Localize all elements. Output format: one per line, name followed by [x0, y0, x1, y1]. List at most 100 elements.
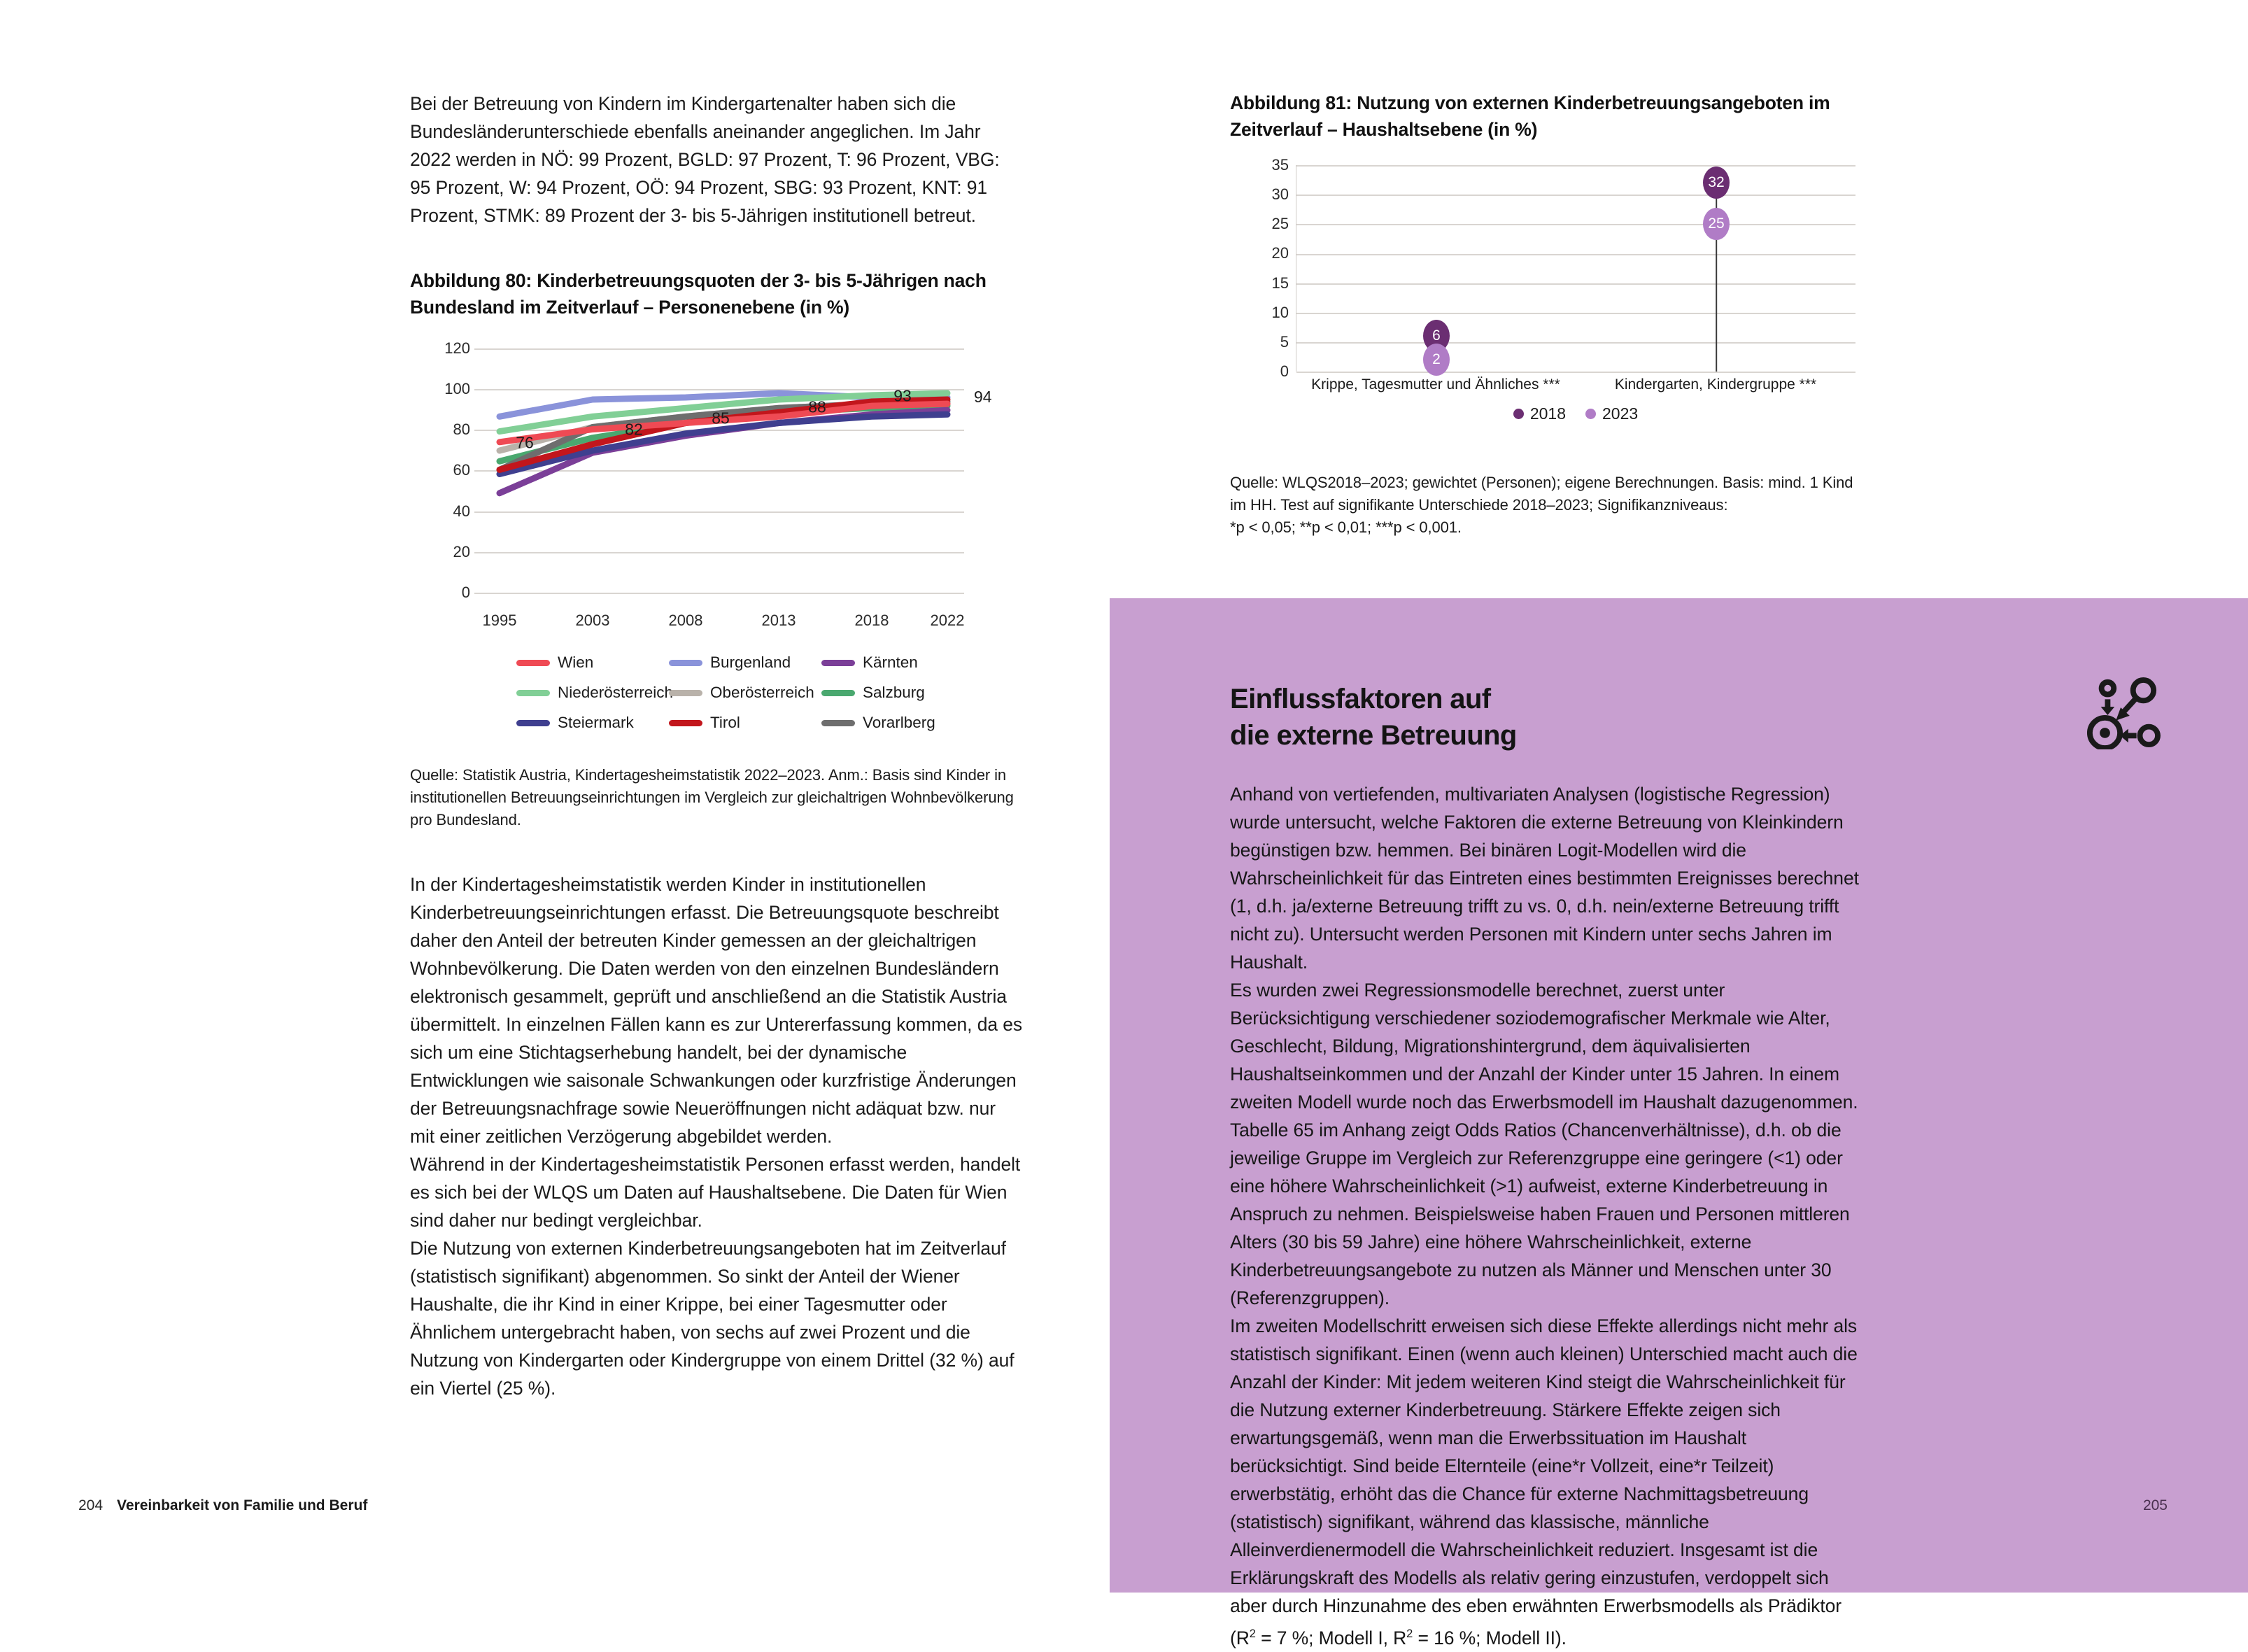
chart80-lines: [496, 390, 951, 497]
chart81-xtick: Kindergarten, Kindergruppe ***: [1614, 376, 1817, 393]
chart81-xtick: Krippe, Tagesmutter und Ähnliches ***: [1311, 376, 1560, 393]
chart80-xtick: 2018: [854, 612, 889, 629]
chart80-xtick: 2022: [930, 612, 965, 629]
legend-swatch-icon: [821, 689, 855, 696]
legend-label: Steiermark: [558, 714, 634, 731]
panel-body-p3-sup1: 2: [1249, 1628, 1256, 1640]
legend-swatch-icon: [669, 689, 702, 696]
legend-dot-icon: [1513, 409, 1524, 419]
panel-body-paragraph-1: Anhand von vertiefenden, multivariaten A…: [1230, 784, 1859, 973]
chart80-data-label: 88: [808, 397, 826, 416]
legend-label: Salzburg: [863, 684, 925, 701]
gridline: [1296, 195, 1855, 196]
legend-item-oberoesterreich[interactable]: Oberösterreich: [669, 684, 821, 702]
chart80-ytick: 60: [453, 461, 470, 479]
chart80-series-wien: [496, 400, 951, 446]
chart81-ytick: 0: [1280, 362, 1289, 380]
legend-item-tirol[interactable]: Tirol: [669, 714, 821, 732]
chart81-ytick: 30: [1271, 185, 1289, 203]
chart81-point-2023-kindergarten[interactable]: 25: [1703, 208, 1730, 240]
chart80-data-label: 76: [516, 433, 534, 452]
gridline: [474, 470, 964, 472]
legend-item-2023[interactable]: 2023: [1585, 404, 1638, 423]
chart80-ytick: 20: [453, 543, 470, 560]
footer-page-number: 204: [78, 1497, 104, 1513]
panel-body-p3-sup2: 2: [1406, 1628, 1413, 1640]
legend-item-kaernten[interactable]: Kärnten: [821, 654, 968, 672]
chart80-end-label: 94: [974, 388, 992, 406]
chart80-series-steiermark: [496, 411, 951, 477]
figure-81-source-line-3: *p < 0,05; **p < 0,01; ***p < 0,001.: [1230, 518, 1462, 536]
chart81-ytick: 20: [1271, 244, 1289, 262]
legend-label: Vorarlberg: [863, 714, 935, 731]
legend-item-vorarlberg[interactable]: Vorarlberg: [821, 714, 968, 732]
chart80-xtick: 2003: [575, 612, 610, 629]
legend-label: Wien: [558, 654, 594, 671]
chart80-xtick: 2008: [668, 612, 703, 629]
chart81-stem: [1716, 183, 1717, 372]
figure-81-chart: 35 30 25 20 15 10 5 0: [1230, 156, 1874, 431]
legend-item-niederoesterreich[interactable]: Niederösterreich: [516, 684, 673, 702]
intro-paragraph: Bei der Betreuung von Kindern im Kinderg…: [410, 93, 1000, 226]
chart81-ytick: 15: [1271, 274, 1289, 292]
figure-81-source-line-1: Quelle: WLQS2018–2023; gewichtet (Person…: [1230, 474, 1853, 491]
chart81-ytick: 5: [1280, 333, 1289, 351]
chart80-ytick: 40: [453, 502, 470, 520]
panel-title: Einflussfaktoren auf die externe Betreuu…: [1230, 681, 1664, 754]
chart80-data-label: 93: [893, 386, 912, 405]
gridline: [1296, 342, 1855, 344]
chart81-legend: 2018 2023: [1296, 404, 1855, 423]
gridline: [474, 511, 964, 513]
chart81-point-2018-kindergarten[interactable]: 32: [1703, 167, 1730, 199]
panel-title-line-1: Einflussfaktoren auf: [1230, 684, 1491, 714]
legend-swatch-icon: [821, 659, 855, 666]
influence-target-icon: [2081, 677, 2164, 751]
panel-body-p3-a: Im zweiten Modellschritt erweisen sich d…: [1230, 1315, 1858, 1649]
right-page: Abbildung 81: Nutzung von externen Kinde…: [1110, 0, 2248, 1649]
gridline: [1296, 313, 1855, 314]
gridline: [1296, 165, 1855, 167]
chart80-ytick: 120: [444, 339, 470, 357]
chart81-ytick: 25: [1271, 215, 1289, 232]
footer-left: 204 Vereinbarkeit von Familie und Beruf: [78, 1497, 367, 1514]
legend-swatch-icon: [516, 689, 550, 696]
gridline: [474, 348, 964, 350]
chart80-data-label: 82: [625, 420, 643, 439]
gridline: [1296, 283, 1855, 285]
footer-page-number: 205: [2142, 1497, 2168, 1513]
gridline: [1296, 254, 1855, 255]
legend-swatch-icon: [516, 659, 550, 666]
left-page: Bei der Betreuung von Kindern im Kinderg…: [0, 0, 1110, 1593]
chart80-x-axis: 1995 2003 2008 2013 2018 2022: [474, 612, 965, 640]
legend-item-2018[interactable]: 2018: [1513, 404, 1566, 423]
chart80-plot-area: 76 82 85 88 93 94: [474, 348, 992, 604]
left-content-column: Bei der Betreuung von Kindern im Kinderg…: [410, 90, 1023, 1402]
legend-item-burgenland[interactable]: Burgenland: [669, 654, 821, 672]
panel-content: Einflussfaktoren auf die externe Betreuu…: [1230, 681, 1860, 1652]
figure-81-source-line-2: im HH. Test auf signifikante Unterschied…: [1230, 496, 1728, 514]
gridline: [1296, 224, 1855, 225]
figure-81-title: Abbildung 81: Nutzung von externen Kinde…: [1230, 92, 1830, 140]
chart81-ytick: 10: [1271, 304, 1289, 321]
chart81-point-2023-krippe[interactable]: 2: [1423, 344, 1450, 376]
chart80-series-niederösterreich: [496, 390, 951, 435]
figure-80-source: Quelle: Statistik Austria, Kindertageshe…: [410, 766, 1014, 828]
legend-item-steiermark[interactable]: Steiermark: [516, 714, 669, 732]
legend-swatch-icon: [669, 659, 702, 666]
chart80-xtick: 2013: [761, 612, 796, 629]
panel-body-paragraph-3: Im zweiten Modellschritt erweisen sich d…: [1230, 1312, 1860, 1652]
gridline: [474, 552, 964, 553]
legend-swatch-icon: [669, 719, 702, 726]
body-paragraph-4: Die Nutzung von externen Kinderbetreuung…: [410, 1238, 1015, 1399]
panel-body-p3-b: = 7 %; Modell I, R: [1255, 1627, 1407, 1649]
gridline: [1296, 372, 1855, 373]
chart80-ytick: 0: [461, 584, 470, 601]
highlight-panel: Einflussfaktoren auf die externe Betreuu…: [1110, 598, 2248, 1649]
legend-item-salzburg[interactable]: Salzburg: [821, 684, 968, 702]
legend-swatch-icon: [516, 719, 550, 726]
figure-80-title: Abbildung 80: Kinderbetreuungsquoten der…: [410, 270, 987, 318]
legend-item-wien[interactable]: Wien: [516, 654, 669, 672]
legend-dot-icon: [1585, 409, 1596, 419]
chart81-y-axis: 35 30 25 20 15 10 5 0: [1230, 156, 1289, 380]
